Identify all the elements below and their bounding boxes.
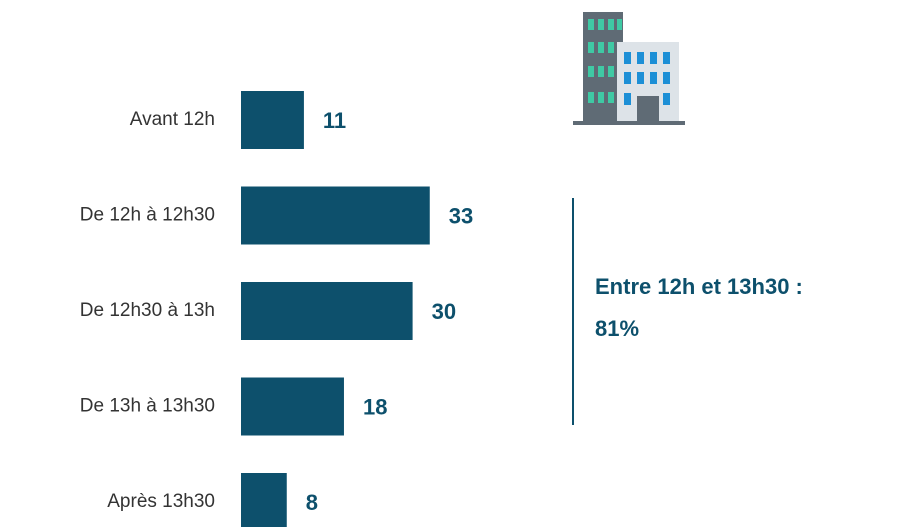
value-label: 30 <box>432 299 456 324</box>
bar <box>241 377 344 436</box>
bar <box>241 282 413 340</box>
category-label: De 12h à 12h30 <box>80 205 215 226</box>
value-label: 33 <box>449 203 473 228</box>
category-label: Avant 12h <box>130 109 215 130</box>
annotation-text: Entre 12h et 13h30 : <box>595 274 803 299</box>
bar <box>241 186 430 245</box>
value-label: 11 <box>323 108 346 133</box>
value-label: 8 <box>306 490 318 515</box>
bar <box>241 91 304 149</box>
category-label: De 12h30 à 13h <box>80 300 215 321</box>
value-label: 18 <box>363 394 387 419</box>
category-label: De 13h à 13h30 <box>80 396 215 417</box>
category-label: Après 13h30 <box>107 491 215 512</box>
annotation-value: 81% <box>595 316 639 341</box>
bar <box>241 473 287 527</box>
building-icon <box>573 12 685 125</box>
